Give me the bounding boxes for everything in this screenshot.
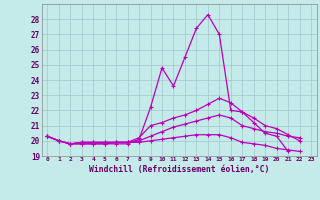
X-axis label: Windchill (Refroidissement éolien,°C): Windchill (Refroidissement éolien,°C) (89, 165, 269, 174)
